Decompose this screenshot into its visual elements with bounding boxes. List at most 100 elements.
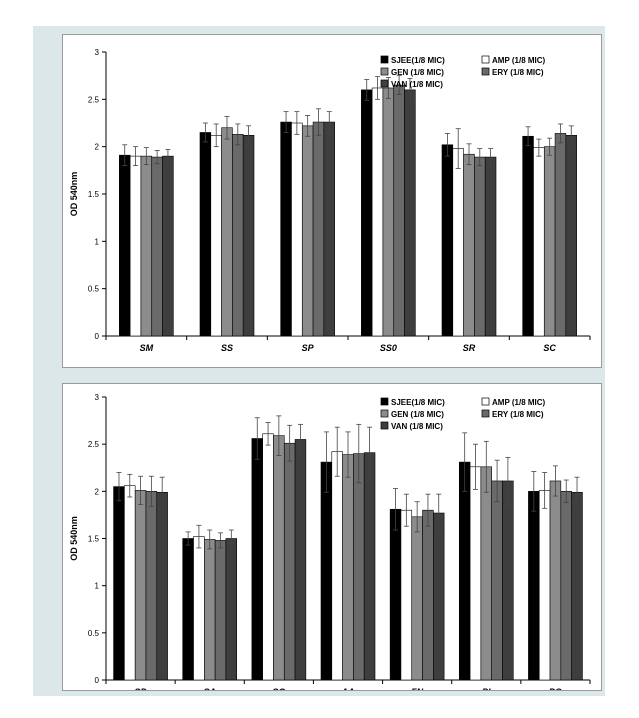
y-tick-label: 0 — [95, 332, 100, 341]
bar — [283, 442, 296, 681]
bar — [361, 89, 373, 337]
legend-swatch — [380, 67, 389, 76]
bar — [232, 134, 244, 337]
y-axis-label: OD 540nm — [69, 516, 79, 561]
bar — [363, 452, 376, 681]
legend-label: VAN (1/8 MIC) — [391, 422, 443, 431]
bar — [382, 87, 395, 337]
bar — [411, 516, 423, 681]
bar — [204, 539, 216, 681]
bar — [193, 536, 205, 681]
bar — [560, 491, 572, 681]
legend-label: ERY (1/8 MIC) — [492, 410, 544, 419]
bar — [280, 121, 292, 337]
legend-swatch — [380, 397, 389, 406]
chart-panel-top: 0 0.5 1 1.5 2 2.5 3 OD 540nm SM SS SP SS0 SR SC SJEE(1… — [62, 34, 602, 368]
x-tick-label: SP — [302, 343, 315, 353]
bar — [538, 490, 551, 681]
bar — [371, 87, 384, 337]
bar — [156, 491, 168, 681]
bar — [474, 156, 486, 337]
legend-swatch — [380, 409, 389, 418]
x-tick-label: SC — [543, 343, 556, 353]
bar — [463, 153, 475, 337]
y-tick-label: 0 — [95, 676, 100, 685]
bar — [119, 154, 131, 337]
y-tick-label: 0.5 — [88, 285, 100, 294]
bar — [554, 133, 567, 337]
bar — [400, 509, 413, 681]
bar — [353, 453, 365, 681]
y-tick-label: 2.5 — [88, 440, 100, 449]
bar — [140, 155, 153, 337]
bar — [404, 89, 416, 337]
x-tick-label: AA — [341, 687, 355, 690]
bar — [221, 127, 233, 337]
bar — [134, 490, 147, 681]
bar — [422, 509, 434, 681]
bar — [565, 135, 577, 337]
y-tick-label: 2 — [95, 143, 100, 152]
chart-panel-bottom: 0 0.5 1 1.5 2 2.5 3 OD 540nm SD SA SG AA FN PI PG SJEE(… — [62, 383, 602, 691]
x-tick-label: SG — [272, 687, 285, 690]
bar — [458, 461, 471, 681]
bar — [225, 538, 238, 681]
x-tick-label: SR — [463, 343, 476, 353]
bar — [251, 438, 263, 681]
y-tick-label: 1.5 — [88, 190, 100, 199]
legend-label: VAN (1/8 MIC) — [391, 80, 443, 89]
legend-label: GEN (1/8 MIC) — [391, 410, 444, 419]
bar-chart-top: 0 0.5 1 1.5 2 2.5 3 OD 540nm SM SS SP SS0 SR SC SJEE(1… — [69, 48, 591, 353]
bar — [441, 144, 454, 337]
legend-label: ERY (1/8 MIC) — [492, 68, 544, 77]
bar — [533, 147, 545, 337]
y-tick-label: 1 — [95, 237, 100, 246]
bar — [124, 485, 136, 681]
bar — [452, 148, 464, 337]
bar — [543, 146, 556, 337]
x-tick-label: FN — [411, 687, 423, 690]
x-tick-label: PI — [482, 687, 491, 690]
legend-swatch — [481, 397, 490, 406]
bar — [294, 439, 307, 681]
bar — [262, 433, 274, 681]
bar — [291, 122, 303, 337]
bar — [312, 121, 325, 337]
bar — [145, 491, 158, 681]
y-tick-label: 0.5 — [88, 629, 100, 638]
bar — [129, 155, 142, 337]
legend-swatch — [481, 67, 490, 76]
bar — [301, 125, 314, 337]
y-tick-label: 3 — [95, 48, 100, 57]
x-tick-label: SM — [140, 343, 154, 353]
bar — [242, 135, 255, 337]
bar — [433, 512, 445, 681]
bar — [469, 466, 482, 681]
legend-label: SJEE(1/8 MIC) — [391, 56, 445, 65]
y-axis-label: OD 540nm — [69, 172, 79, 217]
bar — [273, 435, 285, 681]
legend-swatch — [481, 409, 490, 418]
bar — [480, 466, 492, 681]
x-tick-label: SD — [134, 687, 147, 690]
legend-swatch — [380, 421, 389, 430]
x-tick-label: SS0 — [380, 343, 397, 353]
bar — [199, 132, 212, 337]
y-tick-label: 1 — [95, 582, 100, 591]
bar — [549, 480, 562, 681]
bar — [502, 480, 514, 681]
bar — [320, 461, 333, 681]
bar — [342, 454, 354, 681]
y-tick-label: 2 — [95, 487, 100, 496]
legend-swatch — [380, 79, 389, 88]
bar — [484, 156, 497, 337]
bar — [571, 491, 583, 681]
y-tick-label: 2.5 — [88, 95, 100, 104]
legend-label: AMP (1/8 MIC) — [492, 398, 546, 407]
bar — [210, 135, 222, 337]
y-tick-label: 1.5 — [88, 535, 100, 544]
x-tick-label: PG — [549, 687, 562, 690]
legend-swatch — [380, 55, 389, 64]
y-tick-label: 3 — [95, 393, 100, 402]
bar — [528, 491, 540, 681]
